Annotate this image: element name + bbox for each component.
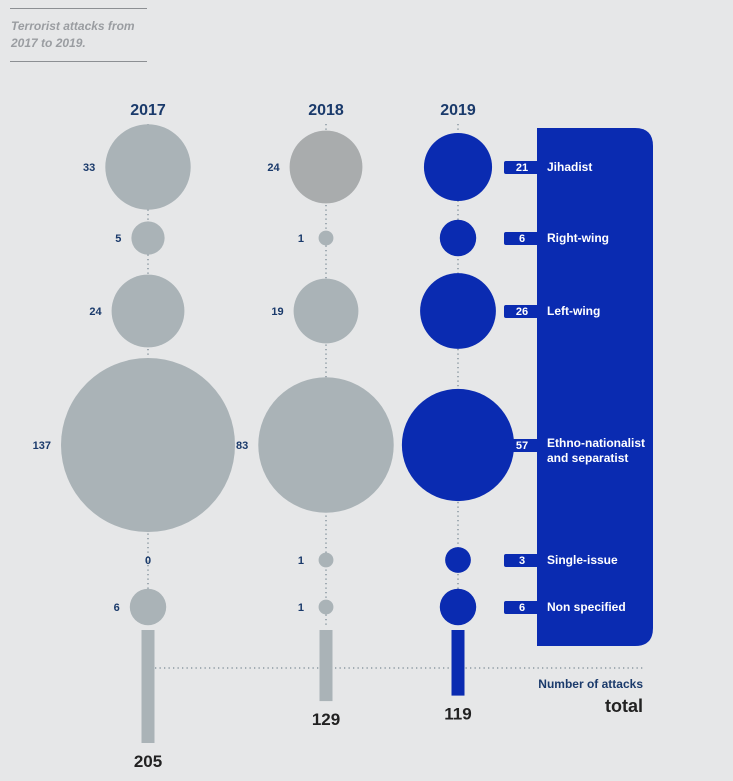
totals-label: Number of attacks (538, 677, 643, 691)
value-tag-2019-right-wing (504, 232, 540, 245)
value-tag-2019-single-issue (504, 554, 540, 567)
bubble-2019-right-wing (439, 219, 477, 257)
title-rule-bottom (10, 61, 147, 62)
value-label-2017-left-wing: 24 (89, 306, 102, 318)
value-label-2018-jihadist: 24 (267, 162, 280, 174)
category-label-single-issue: Single-issue (547, 553, 618, 567)
bubble-2018-left-wing (293, 278, 359, 344)
value-label-2017-ethno-nationalist-and-separatist: 137 (33, 440, 51, 452)
bubble-2018-jihadist (289, 130, 363, 204)
bubble-2017-non-specified (129, 588, 167, 626)
bubble-2018-single-issue (318, 552, 334, 568)
total-bar-2019 (451, 630, 465, 696)
value-label-2018-right-wing: 1 (298, 233, 304, 245)
bubble-2017-right-wing (131, 221, 165, 255)
value-label-2018-ethno-nationalist-and-separatist: 83 (236, 440, 248, 452)
value-label-2018-single-issue: 1 (298, 555, 304, 567)
title-rule-top (10, 8, 147, 9)
bubble-2019-non-specified (439, 588, 477, 626)
category-label-non-specified: Non specified (547, 600, 626, 614)
bubble-2018-ethno-nationalist-and-separatist (258, 377, 394, 513)
value-label-2019-left-wing: 26 (516, 306, 528, 318)
bubble-2019-ethno-nationalist-and-separatist (401, 388, 515, 502)
total-value-2018: 129 (312, 710, 340, 729)
value-label-2017-single-issue: 0 (145, 555, 151, 567)
chart-title: Terrorist attacks from 2017 to 2019. (11, 19, 135, 50)
total-bar-2017 (141, 630, 155, 743)
value-label-2019-single-issue: 3 (519, 555, 525, 567)
bubble-2019-single-issue (445, 547, 471, 573)
category-label-left-wing: Left-wing (547, 304, 600, 318)
value-label-2018-non-specified: 1 (298, 602, 304, 614)
legend-panel (537, 128, 653, 646)
value-label-2019-right-wing: 6 (519, 233, 525, 245)
category-label-ethno-nationalist-and-separatist: Ethno-nationalist and separatist (547, 436, 645, 465)
value-label-2019-jihadist: 21 (516, 162, 528, 174)
value-label-2018-left-wing: 19 (271, 306, 283, 318)
totals-sublabel: total (605, 696, 643, 716)
value-label-2017-jihadist: 33 (83, 162, 95, 174)
value-tag-2019-jihadist (504, 161, 540, 174)
total-value-2019: 119 (444, 705, 471, 724)
title-block: Terrorist attacks from 2017 to 2019. (10, 8, 147, 62)
total-value-2017: 205 (134, 752, 162, 771)
value-label-2017-non-specified: 6 (114, 602, 120, 614)
year-header-2018: 2018 (308, 102, 344, 119)
category-label-jihadist: Jihadist (547, 160, 592, 174)
total-bar-2018 (319, 630, 333, 702)
value-tag-2019-left-wing (504, 305, 540, 318)
category-label-right-wing: Right-wing (547, 231, 609, 245)
bubble-2017-left-wing (111, 274, 185, 348)
value-label-2019-non-specified: 6 (519, 602, 525, 614)
bubble-2019-jihadist (423, 132, 493, 202)
value-label-2019-ethno-nationalist-and-separatist: 57 (516, 440, 528, 452)
value-tag-2019-ethno-nationalist-and-separatist (504, 439, 540, 452)
bubble-2017-ethno-nationalist-and-separatist (61, 358, 235, 532)
year-header-2017: 2017 (130, 102, 166, 119)
year-header-2019: 2019 (440, 102, 476, 119)
bubble-2018-right-wing (318, 230, 334, 246)
bubble-2018-non-specified (318, 599, 334, 615)
bubble-2017-jihadist (105, 124, 191, 210)
value-tag-2019-non-specified (504, 601, 540, 614)
value-label-2017-right-wing: 5 (115, 233, 121, 245)
bubble-2019-left-wing (420, 273, 496, 349)
